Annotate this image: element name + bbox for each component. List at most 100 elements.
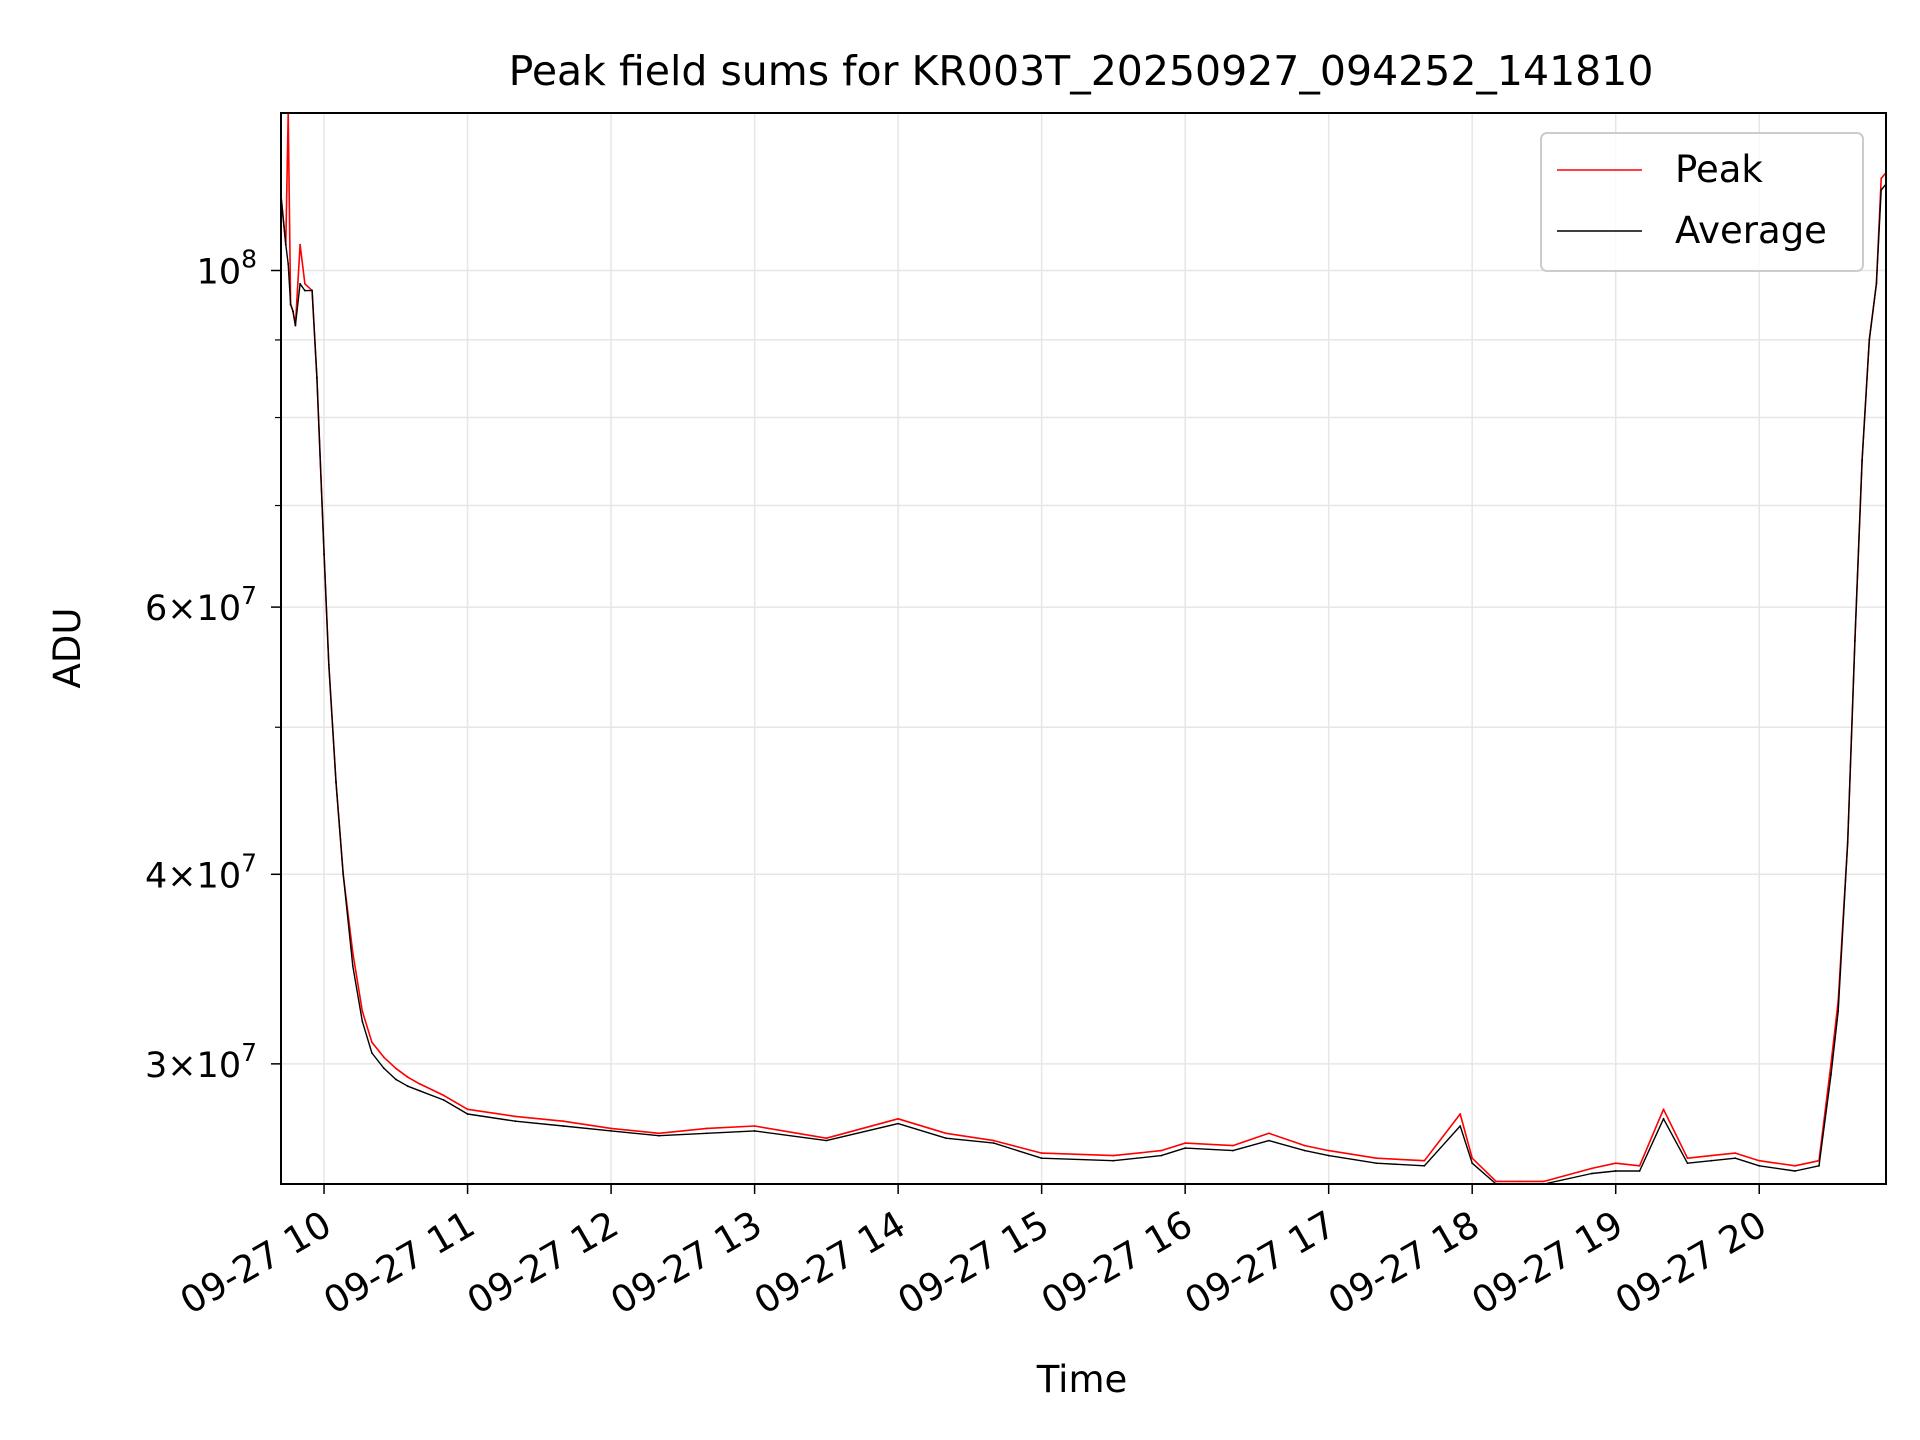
- data-point-average: [562, 1125, 565, 1127]
- data-point-average: [1423, 1164, 1426, 1167]
- data-point-peak: [299, 243, 302, 246]
- data-point-peak: [370, 1041, 373, 1044]
- y-axis-label: ADU: [46, 608, 89, 689]
- data-point-average: [351, 965, 354, 967]
- data-point-average: [897, 1122, 900, 1125]
- y-tick-label: 6×107: [145, 581, 257, 629]
- plot-frame: [280, 112, 1887, 1185]
- data-point-average: [1734, 1157, 1737, 1160]
- data-point-average: [323, 553, 325, 556]
- data-point-average: [287, 263, 290, 265]
- data-point-average: [335, 781, 337, 784]
- data-point-average: [610, 1129, 612, 1132]
- data-point-peak: [1327, 1149, 1330, 1152]
- data-point-peak: [1459, 1113, 1462, 1115]
- data-point-peak: [406, 1076, 409, 1079]
- x-axis-label: Time: [1036, 1358, 1128, 1401]
- data-point-average: [1184, 1147, 1187, 1149]
- data-point-average: [406, 1085, 409, 1088]
- data-point-average: [1868, 339, 1871, 341]
- data-point-average: [294, 324, 297, 327]
- data-point-average: [1758, 1164, 1761, 1167]
- data-point-average: [1638, 1170, 1641, 1172]
- legend: Peak Average: [1540, 132, 1864, 272]
- data-point-peak: [1638, 1164, 1641, 1167]
- data-point-average: [1794, 1170, 1797, 1172]
- data-point-average: [705, 1132, 708, 1135]
- data-point-peak: [1232, 1144, 1234, 1147]
- data-point-average: [370, 1052, 373, 1054]
- data-point-peak: [658, 1132, 660, 1135]
- data-point-average: [292, 310, 294, 313]
- data-point-peak: [361, 1010, 364, 1013]
- data-point-average: [992, 1142, 995, 1145]
- data-point-average: [1854, 640, 1856, 642]
- data-point-peak: [1880, 177, 1883, 180]
- grid-layer: [281, 113, 1886, 1184]
- data-point-peak: [1495, 1180, 1498, 1183]
- data-point-average: [1160, 1154, 1163, 1157]
- data-point-peak: [1590, 1167, 1593, 1170]
- data-point-peak: [1794, 1164, 1797, 1167]
- data-point-average: [1880, 189, 1883, 191]
- data-point-peak: [1686, 1157, 1689, 1160]
- data-point-average: [442, 1099, 445, 1101]
- data-point-peak: [304, 282, 306, 285]
- data-point-peak: [1267, 1132, 1270, 1135]
- data-point-peak: [825, 1137, 828, 1140]
- data-point-peak: [351, 952, 354, 954]
- data-point-average: [825, 1139, 828, 1142]
- data-point-peak: [418, 1083, 421, 1085]
- data-point-average: [299, 282, 302, 285]
- data-point-average: [1818, 1164, 1820, 1167]
- data-point-peak: [1662, 1108, 1665, 1111]
- chart-title: Peak field sums for KR003T_20250927_0942…: [509, 47, 1654, 95]
- data-point-average: [1040, 1157, 1043, 1160]
- series-layer: [281, 113, 1886, 1184]
- data-point-average: [1303, 1149, 1306, 1152]
- data-point-average: [1327, 1154, 1330, 1157]
- data-point-average: [1846, 841, 1849, 844]
- data-point-average: [1232, 1149, 1234, 1152]
- data-point-average: [1875, 282, 1878, 285]
- y-tick-label: 3×107: [145, 1038, 257, 1086]
- data-point-average: [1112, 1159, 1115, 1162]
- data-point-peak: [945, 1132, 947, 1135]
- data-point-average: [394, 1078, 397, 1081]
- data-point-peak: [1184, 1142, 1187, 1145]
- data-point-average: [1459, 1125, 1462, 1127]
- data-point-average: [361, 1020, 364, 1023]
- data-point-peak: [466, 1108, 469, 1111]
- data-point-average: [1686, 1162, 1689, 1165]
- data-point-average: [1830, 1074, 1832, 1076]
- data-point-average: [284, 243, 287, 246]
- data-point-peak: [753, 1125, 756, 1127]
- data-point-average: [1861, 459, 1863, 461]
- data-point-average: [1710, 1159, 1713, 1162]
- data-point-average: [1614, 1170, 1617, 1172]
- data-point-average: [327, 663, 330, 666]
- data-point-peak: [1375, 1157, 1378, 1160]
- legend-average-label: Average: [1675, 209, 1827, 252]
- data-point-average: [304, 289, 306, 292]
- y-tick-label: 4×107: [145, 848, 257, 896]
- data-point-average: [1662, 1117, 1665, 1120]
- data-point-average: [382, 1067, 385, 1070]
- legend-box: [1540, 132, 1864, 272]
- data-point-average: [658, 1134, 660, 1137]
- data-point-peak: [1830, 1062, 1832, 1065]
- data-point-peak: [394, 1067, 397, 1070]
- legend-peak-label: Peak: [1675, 148, 1763, 191]
- data-point-average: [311, 289, 313, 292]
- data-point-peak: [1543, 1180, 1545, 1183]
- data-point-peak: [992, 1139, 995, 1142]
- data-point-average: [1837, 1010, 1840, 1013]
- data-point-average: [1471, 1162, 1474, 1165]
- data-point-average: [315, 376, 318, 379]
- data-point-peak: [1710, 1154, 1713, 1157]
- data-point-average: [1590, 1172, 1593, 1175]
- data-point-peak: [1303, 1144, 1306, 1147]
- data-point-peak: [897, 1117, 900, 1120]
- data-point-peak: [1040, 1152, 1043, 1155]
